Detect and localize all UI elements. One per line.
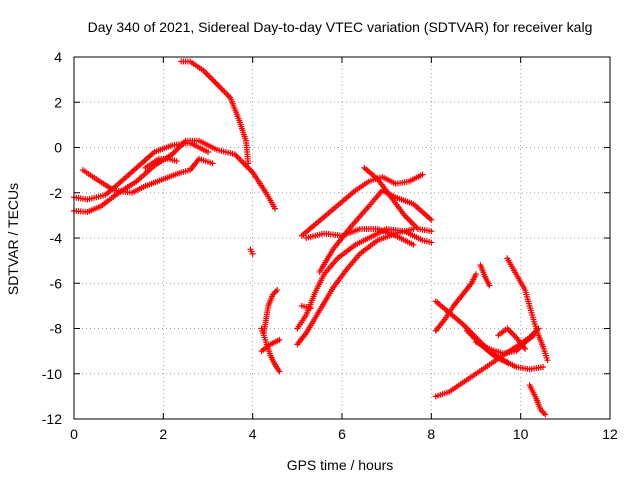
data-point-marker [209, 160, 216, 167]
data-point-marker [542, 411, 549, 418]
y-tick-label: 0 [54, 140, 62, 156]
plot-frame [73, 56, 611, 420]
data-point-marker [205, 149, 211, 156]
x-tick-label: 12 [602, 426, 618, 442]
data-point-marker [544, 357, 551, 364]
data-point-marker [274, 287, 281, 294]
series-track-23 [464, 327, 511, 366]
data-point-marker [276, 336, 283, 343]
data-point-marker [428, 239, 435, 246]
data-point-marker [173, 158, 180, 165]
series-track-13 [298, 171, 426, 239]
x-tick-label: 8 [427, 426, 435, 442]
series-track-21 [504, 255, 551, 364]
data-point-marker [428, 216, 435, 223]
series-track-12 [316, 187, 435, 275]
y-tick-label: -8 [50, 321, 63, 337]
y-tick-label: 4 [54, 49, 62, 65]
y-tick-label: -6 [50, 275, 63, 291]
tick-layer: 0 2 4 6 8 10 12 -12 -10 -8 -6 -4 -2 0 2 4 [42, 49, 618, 442]
data-point-marker [486, 282, 493, 289]
data-point-marker [504, 359, 511, 366]
y-axis-label: SDTVAR / TECUs [5, 183, 21, 295]
series-track-8 [260, 287, 281, 337]
data-point-marker [428, 228, 435, 235]
series-track-22 [477, 262, 493, 289]
series-track-4 [142, 155, 180, 171]
series-track-24 [526, 382, 549, 418]
series-track-14 [303, 225, 417, 248]
x-axis-label: GPS time / hours [287, 457, 394, 473]
series-track-18 [432, 325, 542, 400]
y-tick-label: -12 [42, 411, 62, 427]
data-point-marker [249, 250, 256, 257]
series-track-3 [79, 155, 216, 196]
y-tick-label: -2 [50, 185, 63, 201]
x-tick-label: 4 [249, 426, 257, 442]
x-tick-label: 10 [513, 426, 529, 442]
series-track-9 [258, 336, 283, 355]
data-point-marker [473, 271, 479, 278]
data-point-marker [522, 345, 529, 352]
data-point-marker [307, 305, 314, 312]
series-track-16 [298, 302, 314, 312]
series-track-25 [495, 325, 529, 352]
y-tick-label: -4 [50, 230, 63, 246]
series-track-15 [361, 164, 435, 235]
x-tick-label: 0 [70, 426, 78, 442]
series-track-11 [294, 225, 417, 348]
series-track-6 [247, 246, 256, 257]
y-tick-label: 2 [54, 94, 62, 110]
data-point-marker [245, 160, 252, 167]
data-point-marker [419, 171, 426, 178]
data-point-marker [540, 363, 546, 370]
data-point-marker [410, 241, 417, 248]
y-tick-label: -10 [42, 366, 62, 382]
series-track-5 [178, 58, 252, 167]
marker-layer [71, 58, 551, 418]
chart-title: Day 340 of 2021, Sidereal Day-to-day VTE… [88, 19, 593, 35]
x-tick-label: 2 [159, 426, 167, 442]
x-tick-label: 6 [338, 426, 346, 442]
data-point-marker [272, 205, 278, 212]
data-point-marker [276, 368, 283, 375]
series-track-19 [432, 271, 479, 334]
